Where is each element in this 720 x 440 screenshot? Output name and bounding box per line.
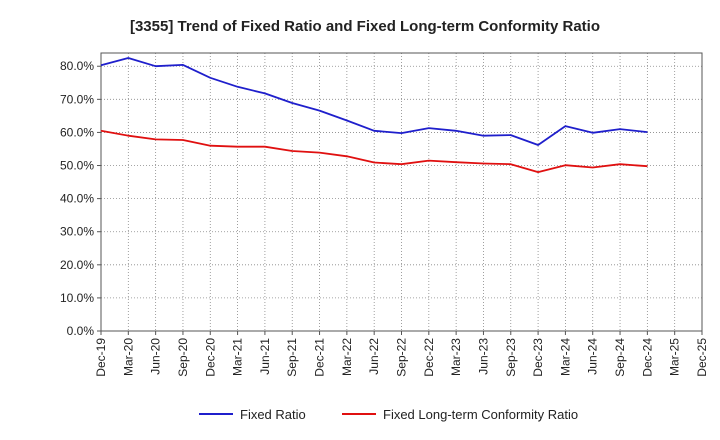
x-tick-label: Mar-21 xyxy=(231,338,245,376)
chart-title: [3355] Trend of Fixed Ratio and Fixed Lo… xyxy=(130,18,600,35)
x-tick-label: Dec-25 xyxy=(695,338,709,377)
x-tick-label: Mar-24 xyxy=(558,338,572,376)
x-tick-label: Sep-23 xyxy=(504,338,518,377)
y-tick-label: 0.0% xyxy=(67,324,95,338)
x-tick-label: Sep-24 xyxy=(613,338,627,377)
series-line-1 xyxy=(100,57,648,146)
x-tick-label: Dec-23 xyxy=(531,338,545,377)
x-tick-label: Sep-21 xyxy=(285,338,299,377)
y-tick-label: 40.0% xyxy=(60,192,94,206)
x-tick-label: Jun-22 xyxy=(367,338,381,375)
y-tick-label: 10.0% xyxy=(60,291,94,305)
y-tick-label: 30.0% xyxy=(60,225,94,239)
y-axis: 0.0% 10.0% 20.0% 30.0% 40.0% 50.0% 60.0% 70.0% 8… xyxy=(60,59,101,338)
legend: Fixed Ratio Fixed Long-term Conformity Ra… xyxy=(199,407,578,422)
x-tick-label: Mar-22 xyxy=(340,338,354,376)
gridlines xyxy=(101,53,702,331)
y-tick-label: 60.0% xyxy=(60,125,94,139)
y-tick-label: 80.0% xyxy=(60,59,94,73)
legend-label-1: Fixed Ratio xyxy=(240,407,306,422)
x-tick-label: Dec-21 xyxy=(313,338,327,377)
x-tick-label: Dec-22 xyxy=(422,338,436,377)
x-tick-label: Jun-24 xyxy=(586,338,600,375)
series-lines xyxy=(100,57,648,174)
x-tick-label: Mar-25 xyxy=(668,338,682,376)
y-tick-label: 70.0% xyxy=(60,92,94,106)
x-tick-label: Mar-20 xyxy=(121,338,135,376)
x-tick-label: Dec-20 xyxy=(203,338,217,377)
x-tick-label: Mar-23 xyxy=(449,338,463,376)
x-tick-label: Dec-24 xyxy=(640,338,654,377)
x-tick-label: Jun-23 xyxy=(476,338,490,375)
x-tick-label: Sep-20 xyxy=(176,338,190,377)
x-tick-label: Jun-20 xyxy=(149,338,163,375)
series-line-2 xyxy=(100,129,648,174)
y-tick-label: 20.0% xyxy=(60,258,94,272)
x-tick-label: Sep-22 xyxy=(395,338,409,377)
y-tick-label: 50.0% xyxy=(60,159,94,173)
legend-label-2: Fixed Long-term Conformity Ratio xyxy=(383,407,578,422)
x-axis: Dec-19 Mar-20 Jun-20 Sep-20 Dec-20 Mar-21 Jun-… xyxy=(94,331,709,377)
x-tick-label: Dec-19 xyxy=(94,338,108,377)
x-tick-label: Jun-21 xyxy=(258,338,272,375)
